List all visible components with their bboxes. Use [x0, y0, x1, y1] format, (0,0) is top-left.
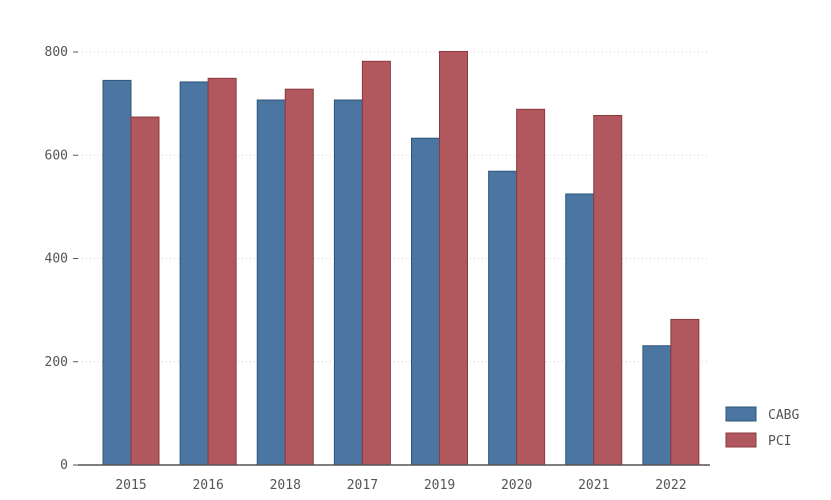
bar-cabg-2019 [411, 137, 440, 466]
bar-pci-2020 [516, 108, 546, 466]
bar-pci-2022 [670, 318, 700, 466]
bar-cabg-2020 [488, 170, 518, 466]
legend-swatch-cabg [725, 406, 757, 422]
legend-label-cabg: CABG [768, 408, 799, 423]
bar-pci-2017 [361, 60, 391, 466]
bar-pci-2018 [284, 88, 314, 466]
x-tick-label: 2018 [270, 478, 301, 493]
x-tick-label: 2015 [115, 478, 146, 493]
x-tick-label: 2020 [501, 478, 532, 493]
legend-label-pci: PCI [768, 434, 791, 449]
legend-swatch-pci [725, 432, 757, 448]
bar-cabg-2015 [102, 79, 132, 466]
bar-cabg-2017 [333, 99, 363, 466]
x-tick-label: 2016 [192, 478, 223, 493]
bar-cabg-2018 [256, 99, 286, 466]
x-tick-label: 2021 [578, 478, 609, 493]
axis-layer: 0 200 400 600 800 2015 2016 2018 2017 2019 2020 202… [45, 45, 710, 493]
bar-cabg-2021 [565, 193, 595, 466]
bar-cabg-2016 [179, 81, 209, 466]
y-tick-label: 200 [45, 355, 68, 370]
y-tick-label: 600 [45, 148, 68, 163]
bar-layer [102, 50, 700, 466]
legend: CABG PCI [725, 406, 799, 449]
y-tick-label: 800 [45, 45, 68, 60]
y-tick-label: 0 [60, 458, 68, 473]
bar-pci-2021 [593, 114, 623, 466]
x-tick-label: 2022 [655, 478, 686, 493]
bar-pci-2019 [439, 50, 468, 466]
bar-cabg-2022 [642, 345, 672, 466]
grid-layer [78, 51, 710, 363]
bar-pci-2015 [130, 116, 160, 466]
x-tick-label: 2017 [347, 478, 378, 493]
x-tick-label: 2019 [424, 478, 455, 493]
bar-pci-2016 [207, 77, 237, 466]
y-tick-label: 400 [45, 252, 68, 267]
